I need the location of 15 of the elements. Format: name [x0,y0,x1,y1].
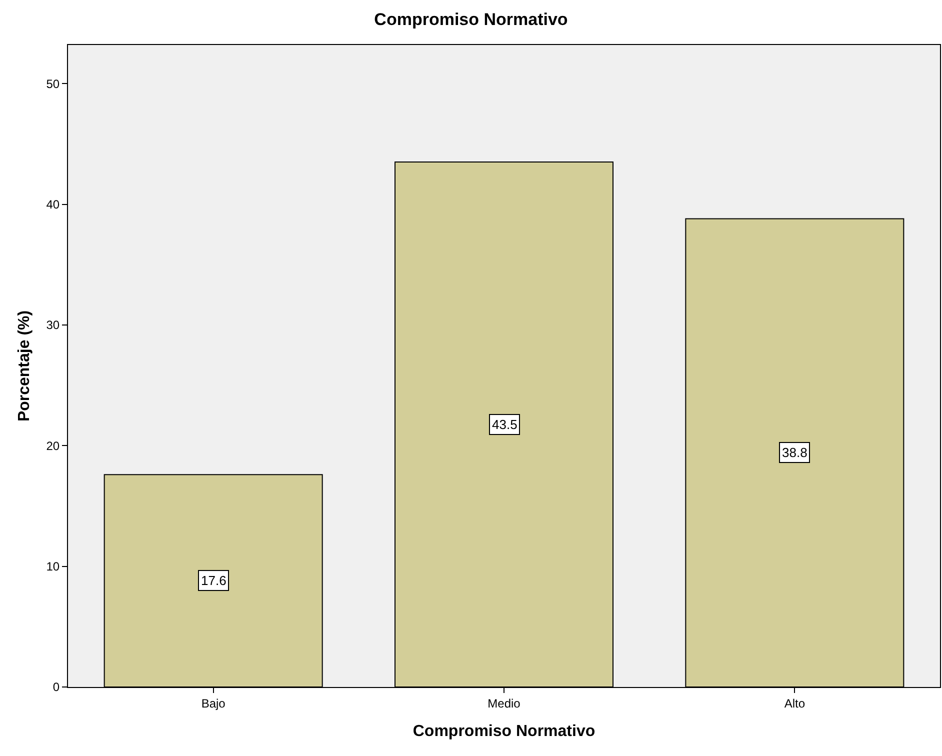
y-tick-label: 30 [46,318,60,332]
y-tick-label: 50 [46,76,60,91]
data-label: 43.5 [492,417,518,432]
data-label: 17.6 [201,573,226,588]
x-axis-title: Compromiso Normativo [412,723,596,740]
y-tick-label: 0 [52,680,60,694]
x-tick-label: Medio [488,696,521,710]
x-tick-label: Bajo [201,696,226,710]
y-axis-title: Porcentaje (%) [16,310,34,422]
data-label: 38.8 [782,445,808,460]
x-tick-label: Alto [784,696,806,710]
chart-title: Compromiso Normativo [374,10,568,29]
y-tick-label: 20 [46,438,60,453]
y-tick-label: 10 [46,560,60,574]
y-tick-label: 40 [46,197,60,212]
